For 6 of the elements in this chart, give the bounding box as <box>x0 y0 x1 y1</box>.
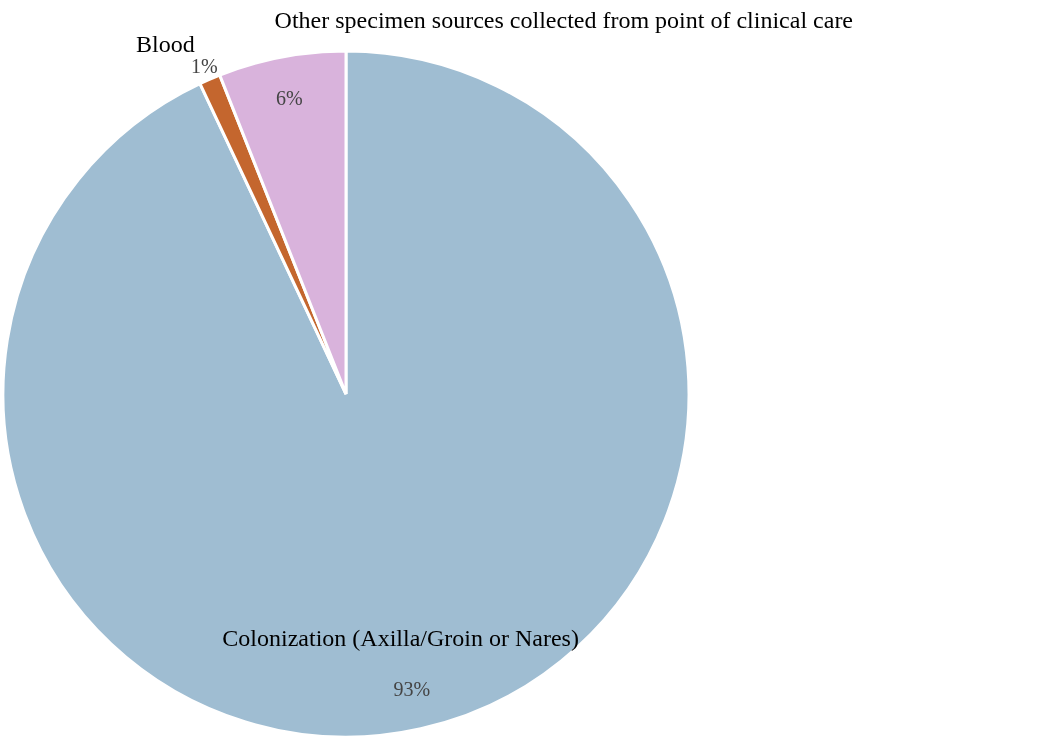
slice-label: Colonization (Axilla/Groin or Nares) <box>222 625 579 652</box>
data-label: 1% <box>190 55 218 78</box>
slice-label: Other specimen sources collected from point of clinical care <box>274 6 854 33</box>
data-label: 6% <box>276 86 303 109</box>
slice-label: Blood <box>136 31 195 58</box>
data-label: 93% <box>393 677 431 700</box>
